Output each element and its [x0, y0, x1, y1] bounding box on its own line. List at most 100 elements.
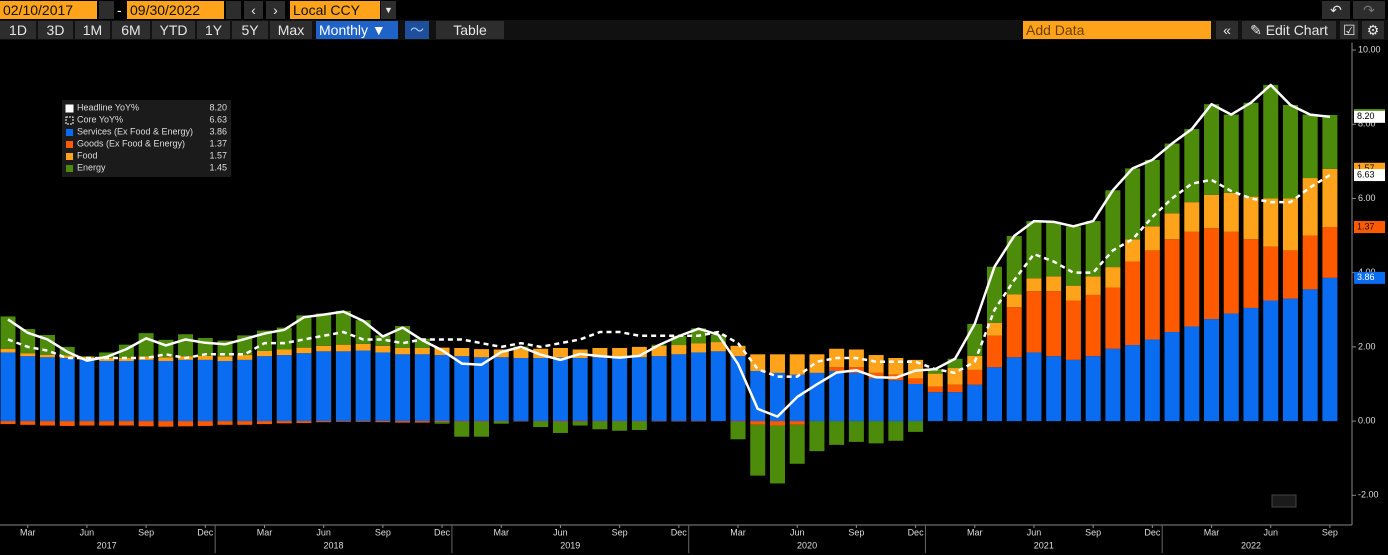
value-tag-label: 6.63 [1357, 169, 1375, 179]
bar [296, 421, 312, 423]
bar [434, 421, 450, 423]
legend-swatch [66, 141, 73, 148]
bar [158, 357, 174, 361]
period-button[interactable]: 1D [0, 21, 36, 39]
value-tag-label: 1.37 [1357, 221, 1375, 231]
bar [829, 421, 845, 445]
bar [20, 421, 36, 425]
chart: -2.000.002.004.006.008.0010.00MarJunSepD… [0, 42, 1385, 553]
bar [1105, 267, 1121, 288]
bar [138, 421, 154, 427]
bar [454, 356, 470, 422]
currency-field[interactable]: Local CCY [290, 1, 380, 19]
bar [296, 353, 312, 422]
start-date[interactable]: 02/10/2017 [0, 1, 97, 19]
bar [1164, 239, 1180, 333]
value-tag: 8.20 [1354, 110, 1385, 123]
bar [1046, 356, 1062, 422]
bar [158, 421, 174, 427]
undo-button[interactable]: ↶ [1322, 1, 1350, 19]
period-button[interactable]: YTD [152, 21, 195, 39]
bar [908, 378, 924, 384]
bar [276, 349, 292, 356]
bar [118, 357, 134, 361]
bar [789, 424, 805, 464]
bar [513, 358, 529, 422]
bar [888, 380, 904, 422]
bar [375, 421, 391, 423]
bar [789, 354, 805, 375]
period-button[interactable]: Max [270, 21, 312, 39]
x-tick-label: Sep [1085, 527, 1101, 537]
year-label: 2017 [97, 540, 117, 550]
bar [355, 343, 371, 351]
period-button[interactable]: 3D [38, 21, 73, 39]
bar [395, 354, 411, 422]
calendar-icon[interactable] [99, 1, 114, 19]
bar [1046, 276, 1062, 292]
bar [1046, 221, 1062, 277]
bar [414, 421, 430, 423]
bar [434, 355, 450, 422]
bar [1243, 102, 1259, 197]
currency-dropdown[interactable]: ▼ [381, 1, 396, 19]
period-button[interactable]: 1M [75, 21, 110, 39]
bar [1322, 168, 1338, 228]
toolbar-row: Monthly ▼ 〜 Table Add Data « ✎ Edit Char… [0, 20, 1388, 40]
period-button[interactable]: 1Y [197, 21, 230, 39]
legend-label: Goods (Ex Food & Energy) [77, 138, 185, 148]
bar [99, 360, 115, 422]
bar [927, 373, 943, 387]
bar [631, 421, 647, 431]
bar [1204, 104, 1220, 195]
end-date[interactable]: 09/30/2022 [127, 1, 224, 19]
bar [769, 354, 785, 373]
bar [1322, 277, 1338, 422]
bar [1243, 239, 1259, 308]
next-button[interactable]: › [266, 1, 285, 19]
calendar-icon[interactable] [226, 1, 241, 19]
bar [651, 345, 667, 357]
bar [256, 356, 272, 422]
chart-icon[interactable]: 〜 [405, 21, 429, 39]
bar [809, 372, 825, 422]
x-tick-label: Jun [1027, 527, 1042, 537]
bar [0, 352, 16, 422]
settings-icon[interactable]: ⚙ [1362, 21, 1384, 39]
x-tick-label: Mar [494, 527, 510, 537]
bar [335, 344, 351, 352]
redo-button[interactable]: ↷ [1353, 1, 1385, 19]
bar [217, 356, 233, 361]
bar [1282, 104, 1298, 199]
x-tick-label: Jun [80, 527, 95, 537]
bar [20, 356, 36, 422]
bar [1085, 221, 1101, 277]
bar [1243, 307, 1259, 422]
collapse-button[interactable]: « [1216, 21, 1238, 39]
bar [1006, 357, 1022, 422]
bar [612, 347, 628, 358]
bar [335, 310, 351, 345]
x-tick-label: Dec [197, 527, 214, 537]
edit-icon[interactable]: ☑ [1340, 21, 1358, 39]
bar [355, 421, 371, 422]
bar [809, 354, 825, 373]
bar [513, 348, 529, 359]
period-button[interactable]: 6M [112, 21, 150, 39]
x-tick-label: Jun [1263, 527, 1278, 537]
frequency-select[interactable]: Monthly ▼ [316, 21, 398, 39]
bar [1302, 178, 1318, 236]
bar [1125, 168, 1141, 240]
bar [1164, 213, 1180, 240]
edit-chart-button[interactable]: ✎ Edit Chart [1242, 21, 1336, 39]
period-button[interactable]: 5Y [232, 21, 268, 39]
bar [592, 421, 608, 430]
table-button[interactable]: Table [436, 21, 504, 39]
add-data-field[interactable]: Add Data [1023, 21, 1211, 39]
prev-button[interactable]: ‹ [244, 1, 263, 19]
bar [474, 421, 490, 437]
bar [197, 359, 213, 422]
bar [1026, 291, 1042, 353]
bar [474, 349, 490, 358]
bar [414, 354, 430, 422]
